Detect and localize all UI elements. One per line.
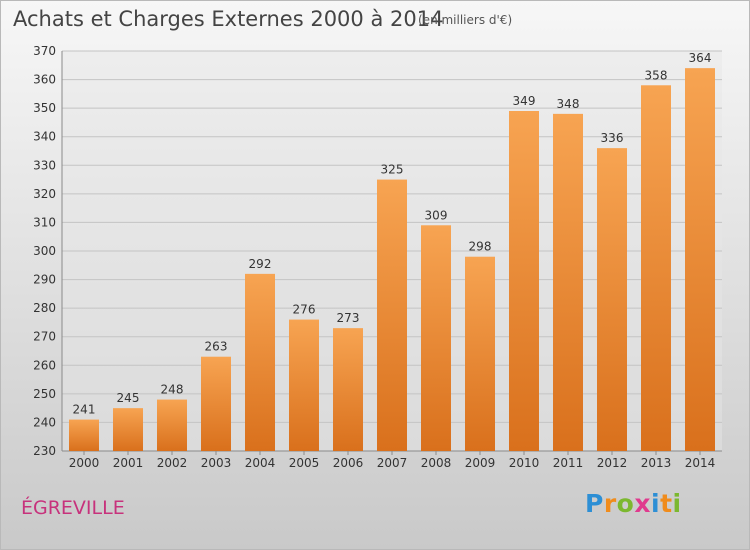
bar	[377, 179, 407, 452]
bar	[685, 68, 715, 452]
bar-value-label: 348	[557, 97, 580, 111]
y-tick-label: 250	[33, 387, 56, 401]
bar-value-label: 336	[601, 131, 624, 145]
bar-value-label: 263	[205, 340, 228, 354]
logo-letter: o	[616, 489, 635, 518]
x-tick-label: 2002	[157, 456, 188, 470]
y-tick-label: 280	[33, 301, 56, 315]
x-tick-label: 2003	[201, 456, 232, 470]
y-tick-label: 260	[33, 358, 56, 372]
y-tick-label: 240	[33, 415, 56, 429]
bar	[553, 113, 583, 451]
bar-value-label: 273	[337, 311, 360, 325]
bar	[201, 356, 231, 451]
y-tick-label: 230	[33, 444, 56, 458]
y-tick-label: 270	[33, 330, 56, 344]
bar-value-label: 358	[645, 68, 668, 82]
chart-title: Achats et Charges Externes 2000 à 2014	[13, 7, 444, 31]
y-tick-label: 370	[33, 44, 56, 58]
bar	[157, 399, 187, 451]
logo-letter: x	[634, 489, 651, 518]
bar	[69, 419, 99, 451]
bar	[641, 85, 671, 452]
x-tick-label: 2014	[685, 456, 716, 470]
y-tick-label: 340	[33, 130, 56, 144]
bar	[509, 111, 539, 451]
x-tick-label: 2011	[553, 456, 584, 470]
x-tick-label: 2004	[245, 456, 276, 470]
proxiti-logo: Proxiti	[585, 489, 682, 518]
x-tick-label: 2001	[113, 456, 144, 470]
bar-value-label: 325	[381, 163, 404, 177]
x-tick-label: 2006	[333, 456, 364, 470]
y-tick-label: 350	[33, 101, 56, 115]
y-tick-label: 360	[33, 73, 56, 87]
bar-value-label: 292	[249, 257, 272, 271]
bar	[245, 273, 275, 451]
bar-value-label: 248	[161, 383, 184, 397]
bar-value-label: 245	[117, 391, 140, 405]
bar	[597, 148, 627, 451]
bar-value-label: 298	[469, 240, 492, 254]
x-tick-label: 2005	[289, 456, 320, 470]
y-tick-label: 300	[33, 244, 56, 258]
logo-letter: P	[585, 489, 604, 518]
logo-letter: i	[672, 489, 682, 518]
bar-value-label: 349	[513, 94, 536, 108]
bar	[289, 319, 319, 451]
x-tick-label: 2007	[377, 456, 408, 470]
y-tick-label: 330	[33, 158, 56, 172]
x-tick-label: 2009	[465, 456, 496, 470]
bar-value-label: 276	[293, 303, 316, 317]
y-tick-label: 290	[33, 273, 56, 287]
commune-name: ÉGREVILLE	[21, 497, 125, 519]
logo-letter: i	[651, 489, 661, 518]
y-tick-label: 310	[33, 215, 56, 229]
x-tick-label: 2012	[597, 456, 628, 470]
bar-value-label: 241	[73, 403, 96, 417]
x-tick-label: 2010	[509, 456, 540, 470]
x-tick-label: 2008	[421, 456, 452, 470]
x-tick-label: 2013	[641, 456, 672, 470]
bar	[421, 225, 451, 451]
logo-letter: r	[603, 489, 617, 518]
bar-value-label: 364	[689, 51, 712, 65]
bar	[333, 328, 363, 451]
x-tick-label: 2000	[69, 456, 100, 470]
bar	[113, 408, 143, 451]
bar	[465, 256, 495, 451]
y-tick-label: 320	[33, 187, 56, 201]
bar-value-label: 309	[425, 208, 448, 222]
chart-unit: (en milliers d'€)	[418, 13, 513, 27]
logo-letter: t	[660, 489, 673, 518]
